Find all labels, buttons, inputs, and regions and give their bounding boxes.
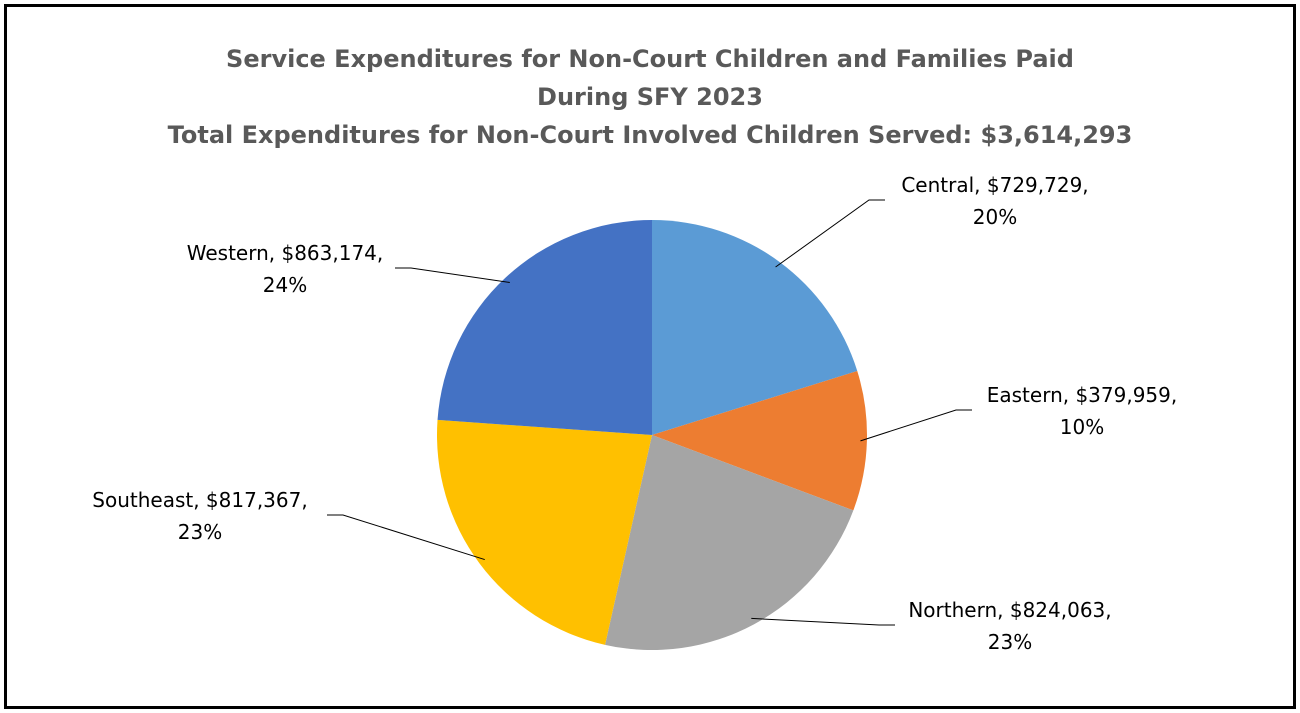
- leader-line: [395, 267, 510, 283]
- chart-subtitle: Total Expenditures for Non-Court Involve…: [167, 121, 1133, 149]
- pie-slice: [652, 220, 858, 435]
- pie-slice: [437, 220, 652, 435]
- data-label-line: 23%: [178, 520, 222, 544]
- data-label-line: Southeast, $817,367,: [92, 488, 307, 512]
- data-label-line: Central, $729,729,: [901, 173, 1088, 197]
- data-label: Southeast, $817,367, 23%: [92, 488, 307, 544]
- leader-line: [751, 617, 895, 626]
- titles: Service Expenditures for Non-Court Child…: [0, 40, 1300, 154]
- data-label: Central, $729,729, 20%: [901, 173, 1088, 229]
- data-label-line: Eastern, $379,959,: [987, 383, 1178, 407]
- leader-line: [775, 199, 885, 268]
- data-label-line: Western, $863,174,: [187, 241, 384, 265]
- data-label-line: Northern, $824,063,: [908, 598, 1111, 622]
- leader-line: [327, 514, 485, 561]
- pie-slice: [652, 371, 867, 511]
- data-label: Eastern, $379,959, 10%: [987, 383, 1178, 439]
- data-label: Western, $863,174, 24%: [187, 241, 384, 297]
- leader-line: [860, 409, 972, 442]
- pie-slice: [605, 435, 854, 650]
- data-label-line: 10%: [1060, 415, 1104, 439]
- data-label-line: 24%: [263, 273, 307, 297]
- data-label-line: 20%: [973, 205, 1017, 229]
- chart-title: Service Expenditures for Non-Court Child…: [226, 45, 1074, 111]
- data-label: Northern, $824,063, 23%: [908, 598, 1111, 654]
- data-label-line: 23%: [988, 630, 1032, 654]
- pie-slice: [437, 419, 652, 645]
